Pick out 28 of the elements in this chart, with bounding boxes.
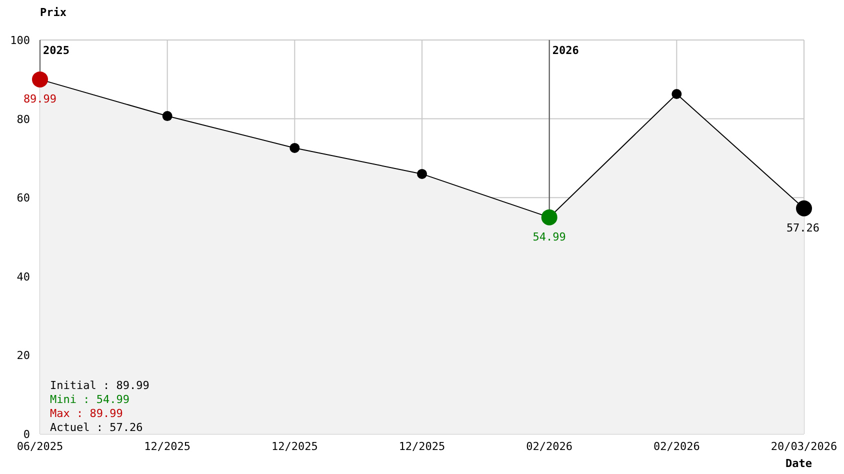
- annotation: Mini : 54.99: [50, 393, 130, 406]
- annotation: Max : 89.99: [50, 407, 123, 420]
- x-tick-label: 02/2026: [653, 440, 700, 453]
- data-label: 54.99: [532, 230, 566, 244]
- point: [290, 142, 300, 153]
- ref-line-label: 2026: [552, 44, 580, 57]
- x-tick-label: 02/2026: [526, 440, 573, 453]
- point: [672, 88, 682, 99]
- annotation: Initial : 89.99: [50, 379, 150, 392]
- x-axis-title: Date: [786, 457, 812, 470]
- data-label: 89.99: [23, 92, 57, 106]
- x-tick-label: 12/2025: [144, 440, 191, 453]
- annotation: Actuel : 57.26: [50, 421, 143, 434]
- y-tick-label: 20: [16, 349, 30, 362]
- x-tick-label: 12/2025: [398, 440, 446, 453]
- y-tick-label: 0: [23, 428, 30, 441]
- data-label: 57.26: [786, 221, 820, 234]
- x-tick-label: 20/03/2026: [770, 440, 838, 453]
- point: [162, 111, 172, 122]
- point: [417, 168, 427, 179]
- y-tick-label: 80: [16, 112, 30, 126]
- x-tick-label: 12/2025: [271, 440, 318, 453]
- y-tick-label: 100: [10, 34, 30, 47]
- x-tick-label: 06/2025: [16, 440, 64, 453]
- ref-line-label: 2025: [43, 44, 70, 57]
- y-axis-title: Prix: [40, 6, 67, 19]
- y-tick-label: 40: [16, 270, 30, 284]
- y-tick-label: 60: [16, 192, 30, 205]
